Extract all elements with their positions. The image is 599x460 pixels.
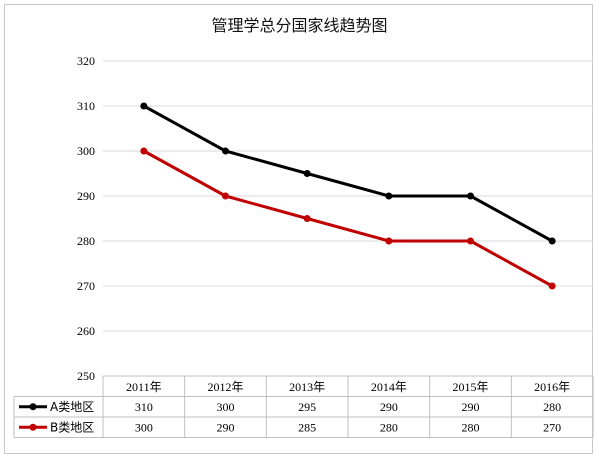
y-tick-label: 310	[77, 99, 95, 113]
legend-swatch-marker	[29, 403, 37, 411]
table-cell-value: 295	[298, 400, 316, 414]
data-point	[303, 215, 311, 222]
data-point	[385, 192, 393, 200]
data-point	[140, 102, 148, 110]
y-tick-label: 320	[77, 54, 95, 68]
y-axis-tick-labels: 250 260 270 280 290 300 310 320	[77, 54, 95, 383]
legend-swatch-marker	[29, 423, 37, 431]
table-cell-value: 280	[543, 400, 561, 414]
legend-label: A类地区	[50, 400, 94, 414]
y-tick-label: 280	[77, 234, 95, 248]
y-tick-label: 300	[77, 144, 95, 158]
series	[140, 102, 556, 245]
series-line	[143, 104, 553, 243]
data-point	[467, 192, 474, 200]
table-cell-value: 285	[298, 420, 316, 434]
x-tick-label: 2015年	[452, 380, 488, 394]
data-table: 2011年 2012年 2013年 2014年 2015年 2016年 A类地区 310 300…	[13, 375, 594, 438]
legend-label: B类地区	[50, 420, 94, 434]
data-point	[140, 147, 148, 155]
y-tick-label: 270	[77, 279, 95, 293]
data-point	[222, 192, 229, 200]
x-tick-label: 2012年	[207, 380, 243, 394]
chart-frame	[4, 4, 593, 454]
chart-title: 管理学总分国家线趋势图	[211, 16, 387, 35]
x-tick-label: 2011年	[126, 380, 162, 394]
data-point	[467, 237, 474, 245]
table-cell-value: 280	[462, 420, 480, 434]
table-cell-value: 300	[135, 420, 153, 434]
table-cell-value: 300	[217, 400, 235, 414]
x-tick-label: 2014年	[371, 380, 407, 394]
y-tick-label: 260	[77, 324, 95, 338]
table-cell-value: 290	[217, 420, 235, 434]
table-cell-value: 290	[462, 400, 480, 414]
y-tick-label: 250	[77, 369, 95, 383]
series-line	[143, 149, 553, 288]
table-cell-value: 280	[380, 420, 398, 434]
table-cell-value: 310	[135, 400, 153, 414]
data-point	[222, 147, 229, 155]
x-tick-label: 2016年	[534, 380, 570, 394]
table-cell-value: 290	[380, 400, 398, 414]
grid-lines	[103, 60, 593, 377]
legend-entry: A类地区	[19, 400, 94, 414]
data-point	[548, 237, 556, 245]
legend-entry: B类地区	[19, 420, 94, 434]
data-point	[385, 237, 393, 245]
table-cell-value: 270	[543, 420, 561, 434]
x-tick-label: 2013年	[289, 380, 325, 394]
data-point	[303, 170, 311, 177]
series	[140, 147, 556, 290]
data-point	[548, 282, 556, 290]
y-tick-label: 290	[77, 189, 95, 203]
series-lines	[140, 102, 556, 290]
